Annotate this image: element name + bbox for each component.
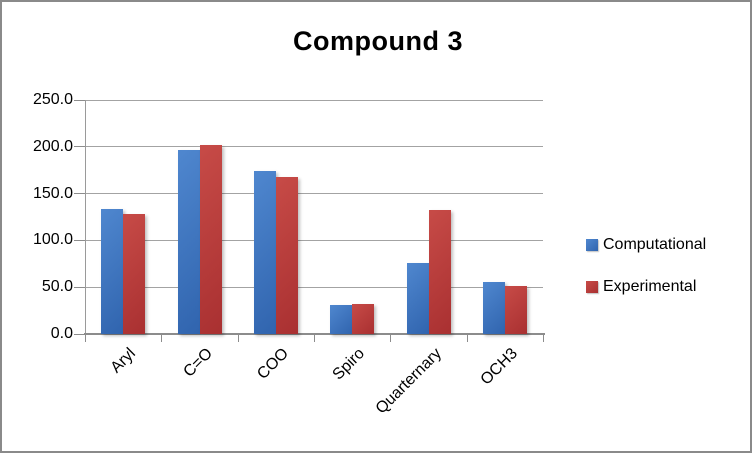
bar-computational-och3 [482, 282, 505, 334]
chart-title: Compound 3 [293, 26, 463, 56]
bar-computational-coo [253, 171, 276, 334]
bar-experimental-spiro [352, 303, 375, 334]
y-axis-tick [74, 239, 85, 241]
x-axis-label: OCH3 [477, 345, 521, 389]
y-axis-label: 100.0 [32, 231, 73, 249]
gridline [85, 193, 543, 195]
y-axis-tick [74, 146, 85, 148]
bar-experimental-c=o [199, 145, 222, 334]
gridline [85, 146, 543, 148]
y-axis-label: 50.0 [41, 278, 73, 296]
bar-experimental-aryl [123, 213, 146, 334]
bar-computational-c=o [177, 149, 200, 334]
bar-computational-spiro [330, 305, 353, 334]
legend-item-experimental: Experimental [586, 278, 697, 295]
y-axis-tick [74, 333, 85, 335]
bar-computational-quarternary [406, 263, 429, 334]
gridline [85, 286, 543, 288]
y-axis-tick [74, 286, 85, 288]
x-axis-tick [466, 334, 468, 342]
x-axis-tick [237, 334, 239, 342]
x-axis-tick [543, 334, 544, 342]
y-axis-tick [74, 193, 85, 195]
x-axis-tick [161, 334, 163, 342]
x-axis-tick [314, 334, 315, 342]
y-axis-label: 200.0 [32, 137, 73, 155]
legend-swatch-computational [586, 239, 598, 251]
bar-experimental-coo [275, 177, 298, 334]
x-axis-tick [390, 334, 392, 342]
legend-label-experimental: Experimental [603, 278, 697, 295]
gridline [85, 239, 543, 241]
legend-label-computational: Computational [603, 236, 707, 253]
y-axis-label: 0.0 [50, 325, 73, 342]
bar-experimental-quarternary [428, 209, 451, 334]
bar-computational-aryl [101, 209, 124, 334]
gridline [85, 99, 543, 101]
y-axis-tick [74, 99, 85, 101]
legend-item-computational: Computational [586, 236, 707, 253]
y-axis-line [85, 100, 86, 334]
y-axis-label: 250.0 [32, 91, 73, 108]
legend-swatch-experimental [586, 281, 598, 293]
y-axis-label: 150.0 [32, 184, 73, 202]
bar-experimental-och3 [504, 285, 527, 334]
x-axis-tick [85, 334, 86, 342]
